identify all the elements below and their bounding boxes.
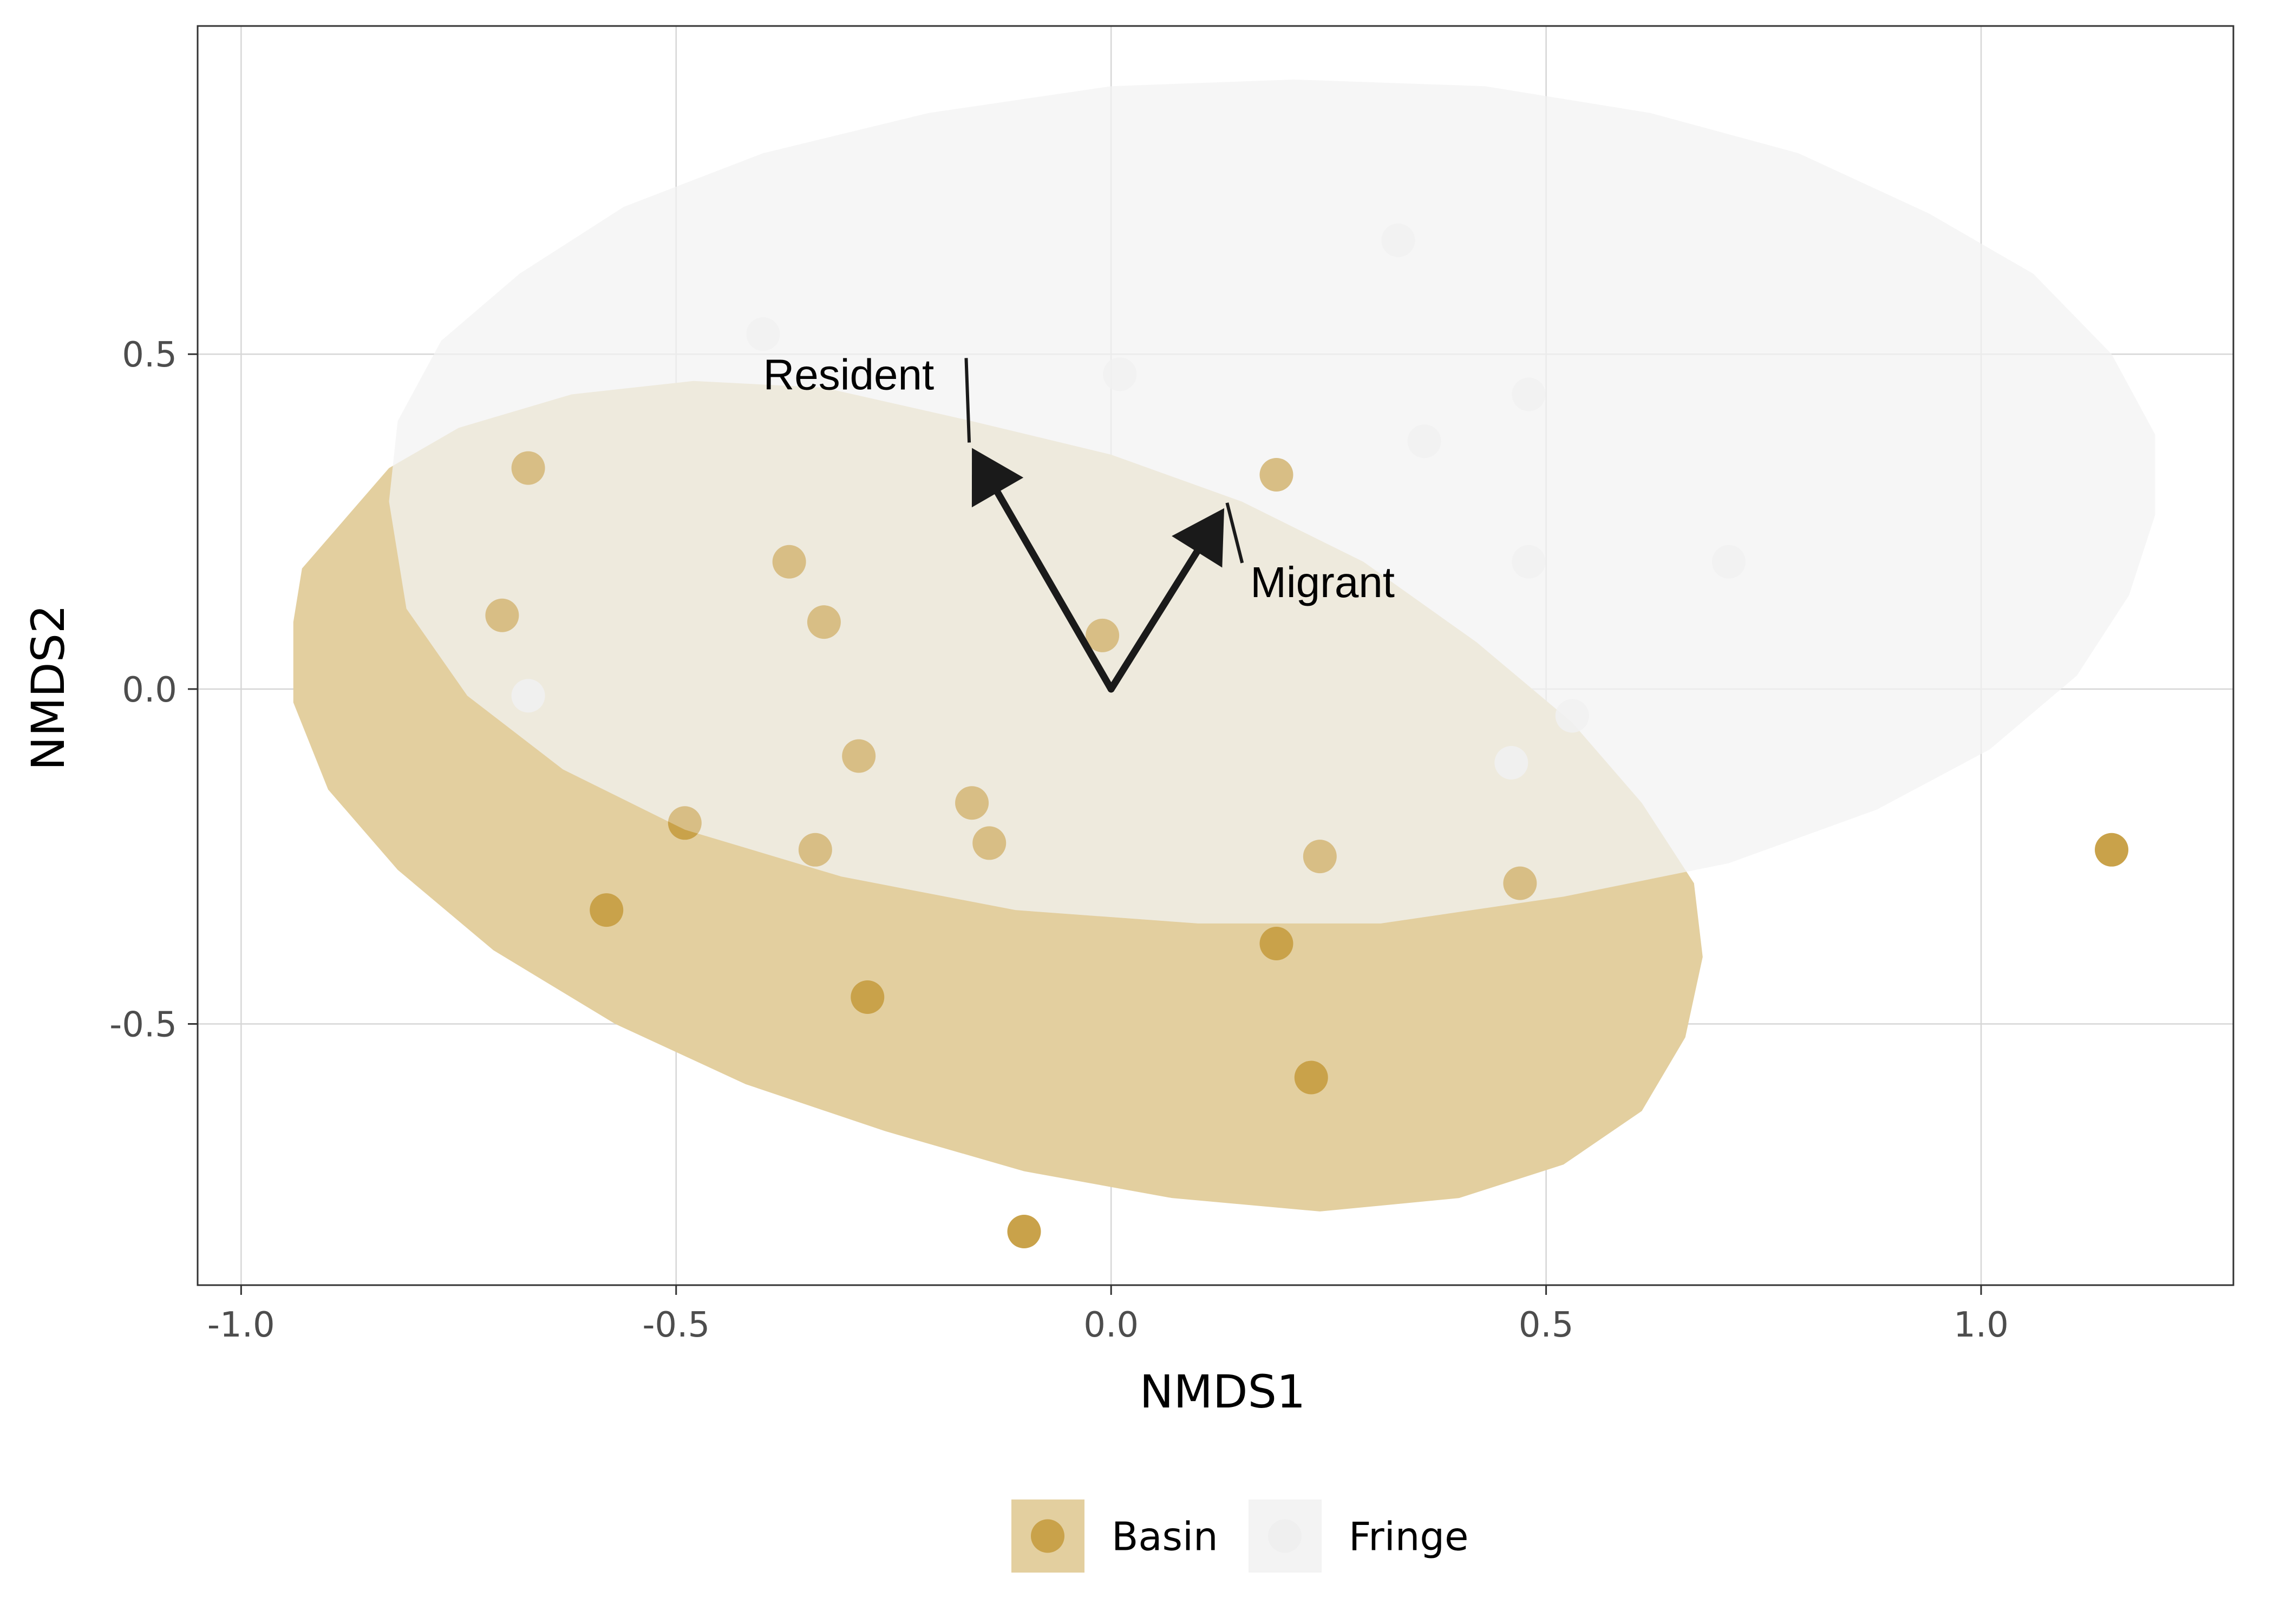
point-basin: [1086, 618, 1120, 652]
y-tick-label: -0.5: [109, 1005, 177, 1045]
legend-dot-fringe: [1268, 1519, 1302, 1553]
ellipse-fringe: [389, 79, 2155, 924]
point-fringe: [1512, 377, 1546, 411]
vector-resident-shaft: [994, 489, 1115, 693]
point-basin: [807, 605, 841, 639]
point-basin: [1007, 1215, 1041, 1249]
vector-resident-arrowhead: [971, 448, 1024, 508]
y-tick-label: 0.5: [122, 335, 177, 375]
legend-label-fringe: Fringe: [1349, 1514, 1468, 1560]
legend-dot-basin: [1031, 1519, 1064, 1553]
point-basin: [851, 980, 885, 1014]
point-basin: [1259, 927, 1293, 961]
plot-border: [197, 25, 2234, 1286]
vector-label-resident: Resident: [763, 350, 934, 398]
x-tick-label: -0.5: [642, 1305, 710, 1345]
x-axis-title: NMDS1: [1140, 1365, 1306, 1418]
vector-label-migrant: Migrant: [1250, 558, 1395, 606]
ellipse-fringe-overlay: [389, 79, 2155, 924]
y-axis-title: NMDS2: [22, 605, 75, 771]
point-basin: [1503, 866, 1537, 900]
x-tick-label: 0.5: [1519, 1305, 1574, 1345]
point-fringe: [1494, 745, 1528, 780]
point-fringe: [1407, 424, 1441, 459]
vector-migrant-shaft: [1107, 548, 1201, 693]
x-tick-label: -1.0: [207, 1305, 275, 1345]
point-basin: [668, 806, 702, 840]
data-points: [389, 79, 2155, 1249]
point-basin: [842, 739, 876, 773]
legend-label-basin: Basin: [1112, 1514, 1218, 1560]
vector-resident-leader: [964, 358, 971, 443]
point-basin: [1294, 1060, 1328, 1095]
point-basin: [798, 833, 832, 867]
point-fringe: [1712, 545, 1746, 579]
point-basin: [1303, 840, 1337, 874]
point-basin: [972, 826, 1007, 860]
y-tick-label: 0.0: [122, 670, 177, 710]
point-basin: [2095, 833, 2129, 867]
vector-migrant-leader: [1225, 502, 1244, 564]
x-tick-label: 0.0: [1083, 1305, 1139, 1345]
point-fringe: [746, 317, 780, 351]
point-fringe: [511, 679, 545, 713]
point-fringe: [1103, 357, 1137, 391]
confidence-ellipses: [293, 79, 2155, 1212]
y-axis-ticks: -0.5 0.0 0.5: [109, 335, 198, 1045]
vector-migrant-arrowhead: [1172, 508, 1225, 568]
point-basin: [485, 598, 519, 632]
x-tick-label: 1.0: [1953, 1305, 2009, 1345]
point-basin: [511, 451, 545, 485]
legend: Basin Fringe: [1011, 1499, 1468, 1573]
point-fringe: [1381, 223, 1415, 257]
point-basin: [772, 545, 806, 579]
x-axis-ticks: -1.0 -0.5 0.0 0.5 1.0: [207, 1285, 2009, 1345]
env-vectors: Resident Migrant: [763, 350, 1395, 693]
point-fringe: [1512, 545, 1546, 579]
point-fringe: [1555, 699, 1589, 733]
point-basin: [590, 893, 624, 927]
point-basin: [955, 786, 989, 820]
point-basin: [1259, 457, 1293, 492]
